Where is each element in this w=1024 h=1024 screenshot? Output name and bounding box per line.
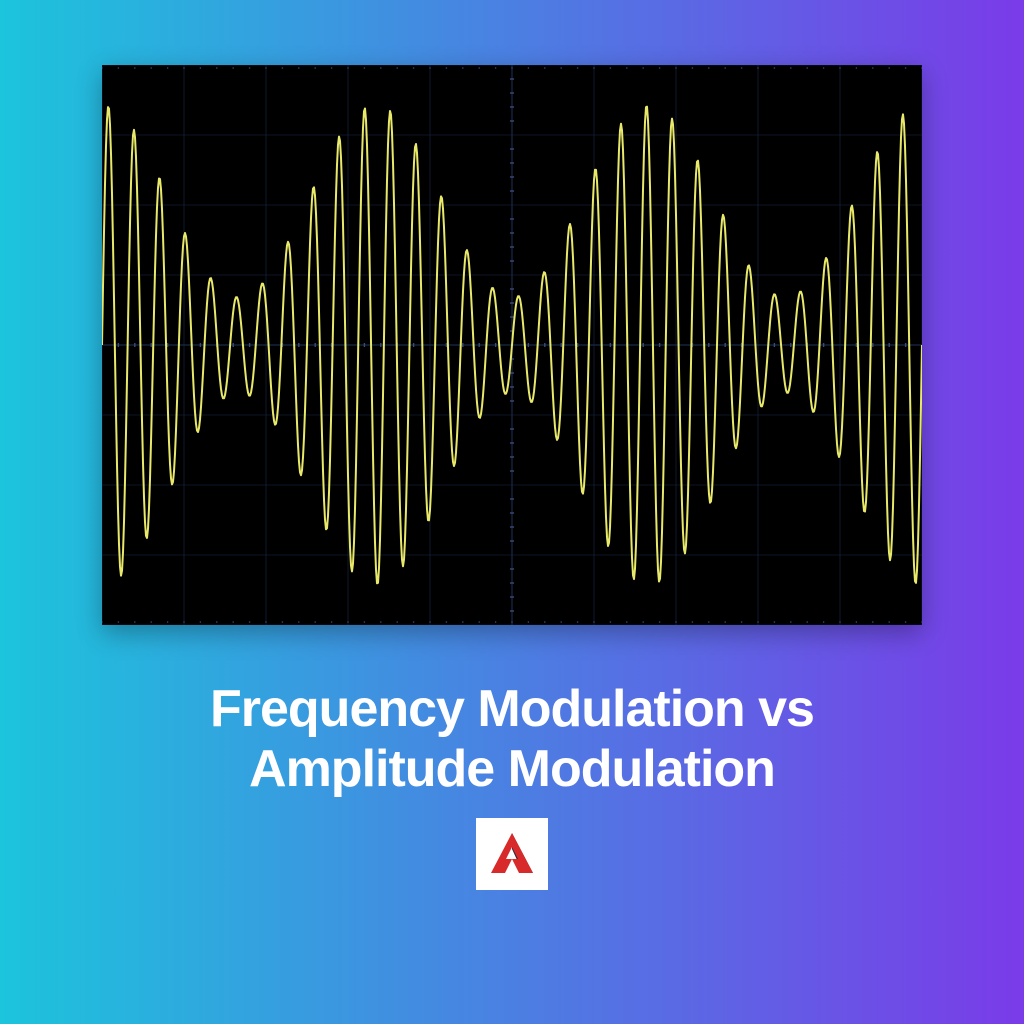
- page-background: Frequency Modulation vs Amplitude Modula…: [0, 0, 1024, 1024]
- waveform-svg: [102, 65, 922, 625]
- title-line-2: Amplitude Modulation: [210, 740, 814, 800]
- title-block: Frequency Modulation vs Amplitude Modula…: [210, 680, 814, 890]
- oscilloscope-display: [102, 65, 922, 625]
- logo-icon: [485, 827, 539, 881]
- title-line-1: Frequency Modulation vs: [210, 680, 814, 740]
- logo-box: [476, 818, 548, 890]
